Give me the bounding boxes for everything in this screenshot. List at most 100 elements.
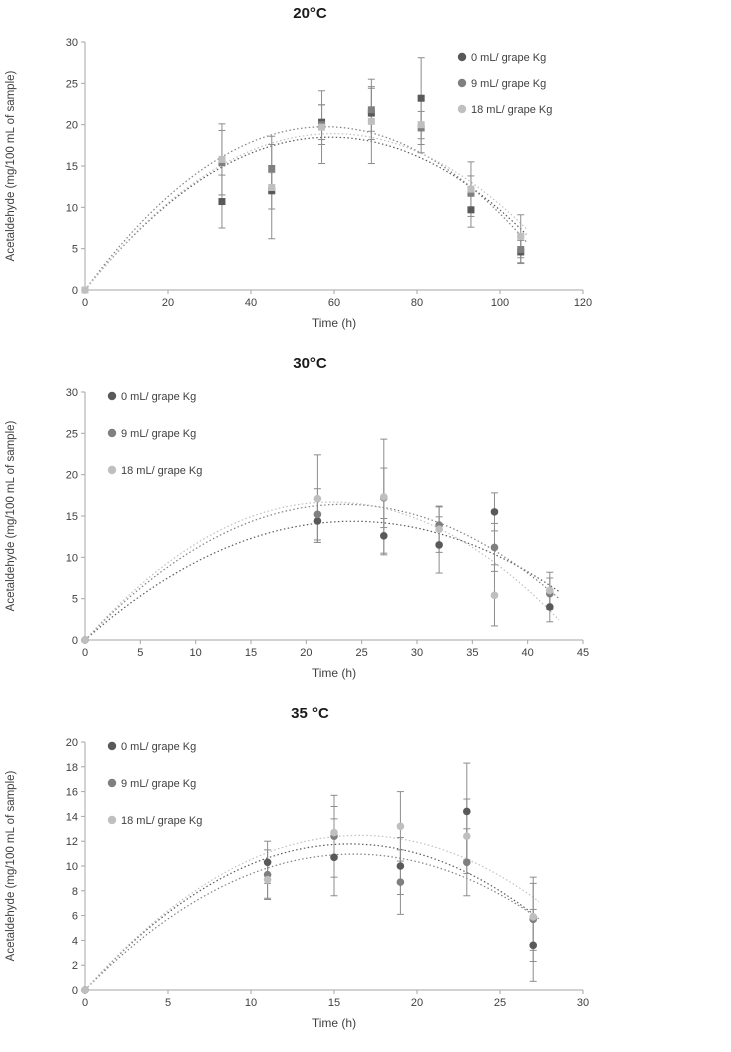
data-point [490,591,499,600]
x-tick-label: 120 [574,297,592,309]
data-point [218,198,226,206]
data-point [396,862,405,870]
y-tick-label: 10 [66,861,78,873]
data-point [367,106,375,114]
trend-curve [84,834,540,991]
x-tick-label: 15 [328,997,340,1009]
data-point [81,636,89,644]
x-tick-label: 40 [245,297,257,309]
data-point [417,94,425,102]
data-point [435,541,443,549]
data-point [218,155,226,163]
data-point [529,913,537,921]
trend-curve [84,501,560,641]
x-tick-label: 20 [300,647,312,659]
x-tick-label: 5 [165,997,171,1009]
y-axis-label: Acetaldehyde (mg/100 mL of sample) [5,770,17,961]
legend-marker [107,815,117,825]
y-tick-label: 5 [72,594,78,606]
y-tick-label: 20 [66,120,78,132]
legend-label: 18 mL/ grape Kg [121,815,202,827]
chart-section-35c: 35 °C Acetaldehyde (mg/100 mL of sample)… [0,700,731,1050]
chart-title: 30°C [293,355,327,372]
data-point [396,878,405,886]
plot-20c: Acetaldehyde (mg/100 mL of sample) 0 20 40… [5,37,592,309]
data-point [417,121,425,129]
data-point [467,189,475,197]
data-point [490,508,499,516]
data-point [263,858,272,867]
data-point [435,525,443,534]
legend-label: 9 mL/ grape Kg [121,778,196,790]
y-tick-label: 4 [72,935,78,947]
plot-35c: Acetaldehyde (mg/100 mL of sample) 0 5 10 1… [5,737,589,1009]
chart-title: 20°C [293,5,327,22]
x-tick-label: 10 [245,997,257,1009]
y-tick-label: 2 [72,960,78,972]
legend-label: 9 mL/ grape Kg [471,78,546,90]
y-tick-label: 10 [66,202,78,214]
legend-label: 0 mL/ grape Kg [471,52,546,64]
x-tick-label: 40 [522,647,534,659]
data-point [330,853,338,862]
trend-curve [84,503,560,641]
y-tick-label: 12 [66,836,78,848]
data-point [268,164,276,172]
data-point [313,517,322,525]
x-tick-label: 0 [82,647,88,659]
plot-area: 0 5 10 15 20 25 30 0 2 4 6 8 10 12 14 16 18 20 0 mL/ grape… [66,737,589,1009]
y-tick-label: 30 [66,387,78,399]
legend-marker [457,78,467,88]
y-tick-label: 18 [66,762,78,774]
legend-label: 18 mL/ grape Kg [121,465,202,477]
y-tick-label: 25 [66,428,78,440]
x-tick-label: 100 [491,297,509,309]
x-axis-label: Time (h) [311,666,357,680]
data-point [313,510,322,519]
x-tick-label: 45 [577,647,589,659]
legend-marker [107,428,117,438]
trend-curve [84,843,540,991]
y-tick-label: 8 [72,886,78,898]
chart-section-20c: 20°C Acetaldehyde (mg/100 mL of sample) … [0,0,731,350]
data-point [268,183,276,191]
y-tick-label: 0 [72,635,78,647]
x-tick-label: 5 [137,647,143,659]
data-point [263,875,272,884]
y-tick-label: 30 [66,37,78,49]
x-tick-label: 25 [494,997,506,1009]
plot-area: 0 20 40 60 80 100 120 0 5 10 15 20 25 30 0 mL/ grape K… [66,37,592,309]
legend-marker [107,741,117,751]
y-tick-label: 0 [72,285,78,297]
x-tick-label: 35 [466,647,478,659]
legend-marker [107,465,117,475]
x-axis-label: Time (h) [311,1016,357,1030]
x-tick-label: 30 [411,647,423,659]
data-point [463,807,471,816]
data-point [396,822,405,831]
y-tick-label: 16 [66,787,78,799]
y-tick-label: 10 [66,552,78,564]
y-tick-label: 15 [66,511,78,523]
trend-curve [84,853,540,991]
y-tick-label: 15 [66,161,78,173]
plot-area: 0 5 10 15 20 25 30 35 40 45 0 5 10 15 20 25 30 0 mL/ grap… [66,387,589,659]
legend-marker [457,52,467,62]
y-tick-label: 25 [66,78,78,90]
x-tick-label: 30 [577,997,589,1009]
data-point [380,493,388,501]
data-point [380,532,388,540]
data-point [81,986,89,994]
legend-label: 0 mL/ grape Kg [121,741,196,753]
x-tick-label: 20 [411,997,423,1009]
y-axis-label: Acetaldehyde (mg/100 mL of sample) [5,70,17,261]
y-tick-label: 20 [66,737,78,749]
data-point [467,206,475,214]
data-point [546,603,554,611]
legend-marker [457,104,467,114]
y-tick-label: 20 [66,470,78,482]
plot-30c: Acetaldehyde (mg/100 mL of sample) 0 5 10 1… [5,387,589,659]
data-point [517,232,525,240]
trend-curve [84,520,560,641]
